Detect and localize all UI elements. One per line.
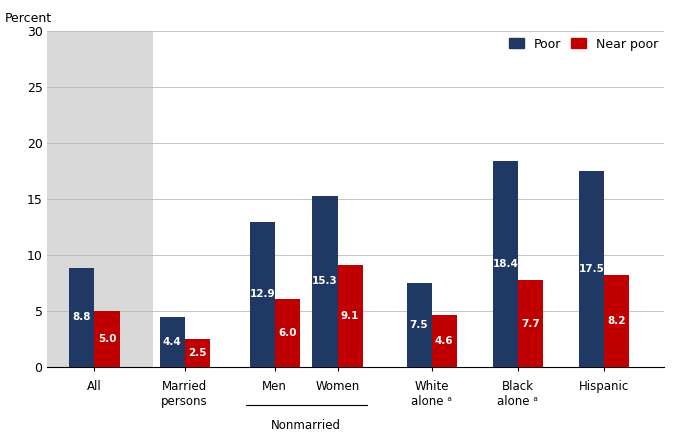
Text: 4.6: 4.6 <box>435 336 454 346</box>
Bar <box>518 281 543 367</box>
Text: Women: Women <box>315 380 359 393</box>
Text: Black
alone ᵃ: Black alone ᵃ <box>498 380 538 408</box>
Bar <box>69 268 94 367</box>
Text: 7.7: 7.7 <box>521 319 540 329</box>
Bar <box>432 315 457 367</box>
Bar <box>159 317 184 367</box>
Bar <box>493 161 518 367</box>
Text: 18.4: 18.4 <box>492 259 518 269</box>
Text: 9.1: 9.1 <box>341 311 359 320</box>
Text: All: All <box>87 380 102 393</box>
Text: Men: Men <box>262 380 287 393</box>
Text: 15.3: 15.3 <box>312 276 338 286</box>
Text: Married
persons: Married persons <box>161 380 208 408</box>
Legend: Poor, Near poor: Poor, Near poor <box>508 38 658 51</box>
Bar <box>47 31 153 367</box>
Bar <box>579 171 604 367</box>
Bar <box>94 311 119 367</box>
Bar <box>604 275 629 367</box>
Text: 12.9: 12.9 <box>250 290 275 299</box>
Bar <box>184 339 210 367</box>
Text: 2.5: 2.5 <box>188 348 206 358</box>
Bar <box>250 222 275 367</box>
Text: Hispanic: Hispanic <box>579 380 629 393</box>
Text: 8.2: 8.2 <box>607 316 626 326</box>
Text: 5.0: 5.0 <box>98 333 117 344</box>
Text: Percent: Percent <box>4 12 52 25</box>
Bar <box>338 265 363 367</box>
Text: 4.4: 4.4 <box>163 337 182 347</box>
Text: 6.0: 6.0 <box>278 328 296 338</box>
Bar <box>407 283 432 367</box>
Text: 17.5: 17.5 <box>578 264 605 274</box>
Text: 7.5: 7.5 <box>410 320 428 329</box>
Bar <box>313 195 338 367</box>
Text: 8.8: 8.8 <box>73 312 92 322</box>
Text: Nonmarried: Nonmarried <box>271 418 341 431</box>
Text: White
alone ᵃ: White alone ᵃ <box>411 380 452 408</box>
Bar <box>275 299 300 367</box>
